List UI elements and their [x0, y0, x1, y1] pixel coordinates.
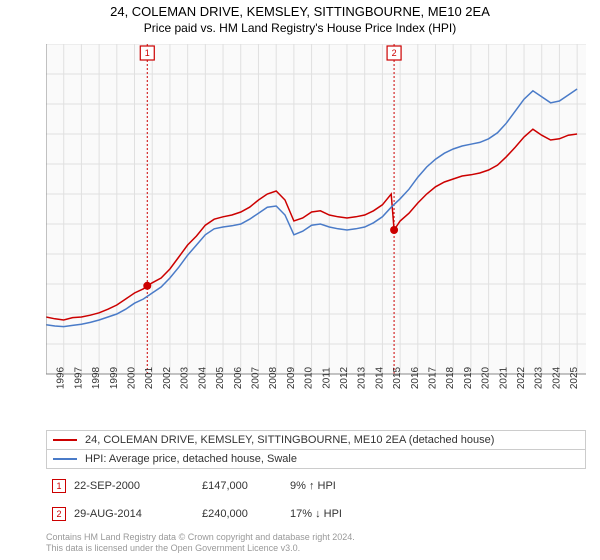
svg-text:1996: 1996 [56, 366, 67, 389]
svg-text:2015: 2015 [392, 366, 403, 389]
svg-text:2002: 2002 [162, 366, 173, 389]
title-subtitle: Price paid vs. HM Land Registry's House … [0, 21, 600, 35]
svg-text:1999: 1999 [109, 366, 120, 389]
legend-swatch-property [53, 439, 77, 441]
svg-text:1995: 1995 [46, 366, 49, 389]
svg-text:2000: 2000 [127, 366, 138, 389]
svg-text:2022: 2022 [516, 366, 527, 389]
svg-text:1998: 1998 [91, 366, 102, 389]
sale-marker-2: 2 [52, 507, 66, 521]
svg-text:2024: 2024 [551, 366, 562, 389]
svg-text:2020: 2020 [481, 366, 492, 389]
svg-text:1997: 1997 [73, 366, 84, 389]
footer-line2: This data is licensed under the Open Gov… [46, 543, 355, 554]
svg-text:2023: 2023 [534, 366, 545, 389]
plot-background [46, 44, 586, 374]
legend-label-hpi: HPI: Average price, detached house, Swal… [85, 453, 297, 465]
sale-marker-1: 1 [52, 479, 66, 493]
svg-text:2007: 2007 [250, 366, 261, 389]
svg-text:2011: 2011 [321, 367, 332, 389]
legend-row-hpi: HPI: Average price, detached house, Swal… [46, 449, 586, 469]
sale-diff-1: 9% ↑ HPI [290, 480, 410, 492]
sale-date-2: 29-AUG-2014 [74, 508, 194, 520]
svg-text:2021: 2021 [498, 366, 509, 389]
sale-price-2: £240,000 [202, 508, 282, 520]
svg-text:2005: 2005 [215, 366, 226, 389]
svg-text:2019: 2019 [463, 366, 474, 389]
legend-swatch-hpi [53, 458, 77, 460]
svg-text:2013: 2013 [357, 366, 368, 389]
svg-text:2: 2 [392, 48, 397, 58]
svg-text:2016: 2016 [410, 366, 421, 389]
legend-label-property: 24, COLEMAN DRIVE, KEMSLEY, SITTINGBOURN… [85, 434, 494, 446]
chart-container: 24, COLEMAN DRIVE, KEMSLEY, SITTINGBOURN… [0, 0, 600, 560]
svg-text:2014: 2014 [374, 366, 385, 389]
svg-text:2004: 2004 [197, 366, 208, 389]
sale-row-2: 2 29-AUG-2014 £240,000 17% ↓ HPI [46, 503, 586, 525]
footer-licence: Contains HM Land Registry data © Crown c… [46, 532, 355, 554]
svg-text:2003: 2003 [180, 366, 191, 389]
svg-text:2009: 2009 [286, 366, 297, 389]
title-block: 24, COLEMAN DRIVE, KEMSLEY, SITTINGBOURN… [0, 0, 600, 35]
legend-and-sales: 24, COLEMAN DRIVE, KEMSLEY, SITTINGBOURN… [46, 430, 586, 525]
title-address: 24, COLEMAN DRIVE, KEMSLEY, SITTINGBOURN… [0, 4, 600, 19]
svg-text:2001: 2001 [144, 366, 155, 389]
legend-row-property: 24, COLEMAN DRIVE, KEMSLEY, SITTINGBOURN… [46, 430, 586, 449]
svg-text:2006: 2006 [233, 366, 244, 389]
line-chart: 12 £0£50K£100K£150K£200K£250K£300K£350K£… [46, 44, 586, 404]
svg-text:1: 1 [145, 48, 150, 58]
footer-line1: Contains HM Land Registry data © Crown c… [46, 532, 355, 543]
svg-text:2012: 2012 [339, 366, 350, 389]
svg-text:2010: 2010 [304, 366, 315, 389]
svg-text:2017: 2017 [428, 366, 439, 389]
svg-text:2008: 2008 [268, 366, 279, 389]
sale-row-1: 1 22-SEP-2000 £147,000 9% ↑ HPI [46, 475, 586, 497]
svg-text:2025: 2025 [569, 366, 580, 389]
sale-date-1: 22-SEP-2000 [74, 480, 194, 492]
sale-price-1: £147,000 [202, 480, 282, 492]
svg-text:2018: 2018 [445, 366, 456, 389]
x-tick-labels: 1995 1996 1997 1998 1999 2000 2001 2002 2003 2004… [46, 366, 580, 389]
sale-diff-2: 17% ↓ HPI [290, 508, 410, 520]
